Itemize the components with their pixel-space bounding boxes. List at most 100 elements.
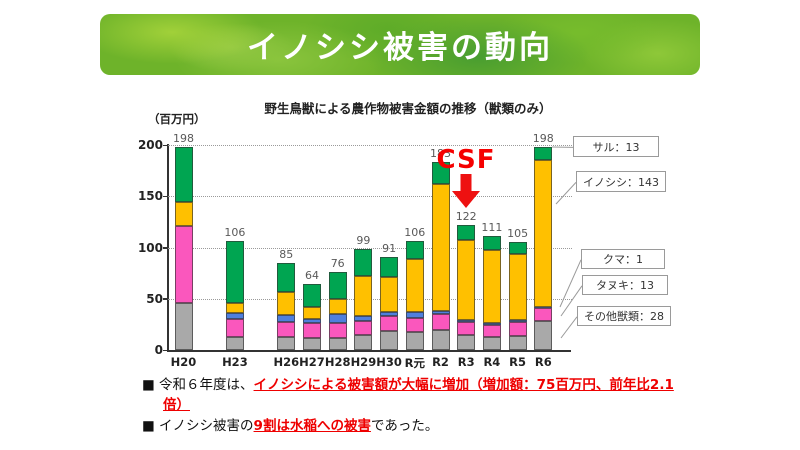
bar-segment-その他獣類-R4 xyxy=(482,336,501,350)
bar-segment-クマ-R3 xyxy=(457,320,476,323)
bar-total-label: 99 xyxy=(356,233,371,247)
bar-segment-その他獣類-R元 xyxy=(405,331,424,350)
bar-segment-イノシシ-H26 xyxy=(277,291,296,316)
bar-segment-イノシシ-R元 xyxy=(405,258,424,313)
csf-down-arrow-icon xyxy=(452,174,480,208)
bar-segment-イノシシ-R5 xyxy=(508,253,527,321)
bar-segment-サル-H23 xyxy=(225,241,244,303)
bar-segment-イノシシ-H27 xyxy=(303,306,321,320)
x-axis-label-R6: R6 xyxy=(534,355,552,369)
bullet-square-icon: ■ xyxy=(142,377,160,393)
bar-segment-イノシシ-H20 xyxy=(174,202,193,226)
bar-segment-タヌキ-R5 xyxy=(508,322,527,336)
bar-segment-イノシシ-H30 xyxy=(380,277,399,313)
bar-segment-イノシシ-R3 xyxy=(457,240,476,321)
bar-segment-タヌキ-H27 xyxy=(303,323,321,338)
x-axis-label-H29: H29 xyxy=(350,355,377,369)
note-highlight-text: 9割は水稲への被害 xyxy=(253,418,371,434)
bar-segment-タヌキ-R6 xyxy=(534,307,553,322)
bar-segment-サル-R4 xyxy=(482,236,501,250)
bar-total-label: 106 xyxy=(224,226,246,240)
bar-total-label: 91 xyxy=(382,241,397,255)
bar-segment-タヌキ-H23 xyxy=(225,319,244,337)
x-axis-label-H27: H27 xyxy=(299,355,325,369)
bar-segment-タヌキ-H26 xyxy=(277,322,296,337)
bar-segment-クマ-R5 xyxy=(508,320,527,323)
title-banner: イノシシ被害の動向 xyxy=(100,14,700,75)
bar-segment-サル-R2 xyxy=(431,162,450,184)
bar-segment-その他獣類-H27 xyxy=(303,337,321,350)
x-axis-label-R元: R元 xyxy=(404,356,425,370)
bar-total-label: 105 xyxy=(507,227,529,241)
y-axis-tick-label: 100 xyxy=(137,240,163,255)
bar-segment-イノシシ-R4 xyxy=(482,249,501,324)
y-axis-tick-label: 50 xyxy=(146,291,163,306)
chart-title: 野生鳥獣による農作物被害金額の推移（獣類のみ） xyxy=(264,101,552,116)
bar-segment-その他獣類-H28 xyxy=(328,337,347,350)
note-text: であった。 xyxy=(370,418,439,434)
bar-segment-クマ-H28 xyxy=(328,314,347,324)
note-text: イノシシ被害の xyxy=(159,418,254,434)
note-text: 令和６年度は、 xyxy=(159,377,254,393)
note-highlight-text: イノシシによる被害額が大幅に増加（増加額：75百万円、前年比2.1倍） xyxy=(163,377,674,413)
bar-segment-クマ-R4 xyxy=(482,323,501,326)
bar-total-label: 106 xyxy=(404,226,426,240)
y-axis-tick-label: 0 xyxy=(154,343,163,357)
bar-total-label: 76 xyxy=(330,257,345,271)
legend-item-クマ: クマ：1 xyxy=(581,249,665,269)
bar-segment-サル-R5 xyxy=(508,242,527,254)
bar-segment-その他獣類-R5 xyxy=(508,335,527,350)
x-axis-label-R2: R2 xyxy=(432,355,449,369)
bar-total-label: 198 xyxy=(173,132,194,146)
legend-item-サル: サル：13 xyxy=(573,136,659,157)
y-axis-tick xyxy=(163,247,168,249)
bar-segment-イノシシ-H23 xyxy=(225,302,244,314)
x-axis-label-H20: H20 xyxy=(170,355,197,369)
bar-total-label: 122 xyxy=(455,209,477,223)
bullet-square-icon: ■ xyxy=(142,418,160,434)
bar-total-label: 198 xyxy=(532,132,554,146)
bar-total-label: 111 xyxy=(481,221,503,235)
bar-segment-タヌキ-R4 xyxy=(482,325,501,337)
csf-annotation-label: CSF xyxy=(436,145,496,175)
y-axis-tick xyxy=(163,144,168,146)
bar-segment-イノシシ-H29 xyxy=(354,276,373,317)
y-axis-tick xyxy=(163,349,168,351)
x-axis-label-R5: R5 xyxy=(509,355,527,369)
bar-segment-クマ-R元 xyxy=(405,312,424,319)
bar-segment-タヌキ-H20 xyxy=(174,225,193,303)
bar-segment-サル-R元 xyxy=(405,241,424,259)
y-axis-tick-label: 150 xyxy=(137,189,163,204)
bar-segment-サル-H27 xyxy=(303,284,321,307)
legend-item-タヌキ: タヌキ：13 xyxy=(582,275,668,295)
note-item: ■ 令和６年度は、イノシシによる被害額が大幅に増加（増加額：75百万円、前年比2… xyxy=(142,375,694,415)
bar-segment-イノシシ-R6 xyxy=(534,160,553,307)
bar-segment-その他獣類-R6 xyxy=(534,321,553,350)
bar-segment-タヌキ-H30 xyxy=(380,316,399,331)
x-axis-label-H26: H26 xyxy=(273,355,300,369)
bar-segment-サル-H26 xyxy=(277,262,296,292)
x-axis-label-H30: H30 xyxy=(376,355,402,369)
bar-segment-イノシシ-R2 xyxy=(431,183,450,312)
bar-segment-その他獣類-R3 xyxy=(457,334,476,350)
x-axis-label-H28: H28 xyxy=(324,355,351,369)
bar-segment-サル-R6 xyxy=(534,147,553,161)
legend-item-その他獣類: その他獣類：28 xyxy=(577,306,671,326)
x-axis-label-R3: R3 xyxy=(457,355,475,369)
gridline xyxy=(168,145,572,146)
bar-segment-タヌキ-R2 xyxy=(431,314,450,330)
bar-segment-イノシシ-H28 xyxy=(328,298,347,315)
x-axis-line xyxy=(167,350,571,352)
x-axis-label-H23: H23 xyxy=(222,355,248,369)
bar-segment-タヌキ-H29 xyxy=(354,321,373,335)
y-axis-tick xyxy=(163,298,168,300)
bar-segment-クマ-H26 xyxy=(277,315,296,323)
bar-segment-サル-H29 xyxy=(354,248,373,277)
note-item: ■ イノシシ被害の9割は水稲への被害であった。 xyxy=(142,416,694,436)
gridline xyxy=(168,196,572,198)
bar-segment-その他獣類-H30 xyxy=(380,330,399,350)
bar-segment-その他獣類-H20 xyxy=(174,302,193,350)
bar-segment-タヌキ-R元 xyxy=(405,318,424,332)
legend-item-イノシシ: イノシシ：143 xyxy=(576,171,666,192)
